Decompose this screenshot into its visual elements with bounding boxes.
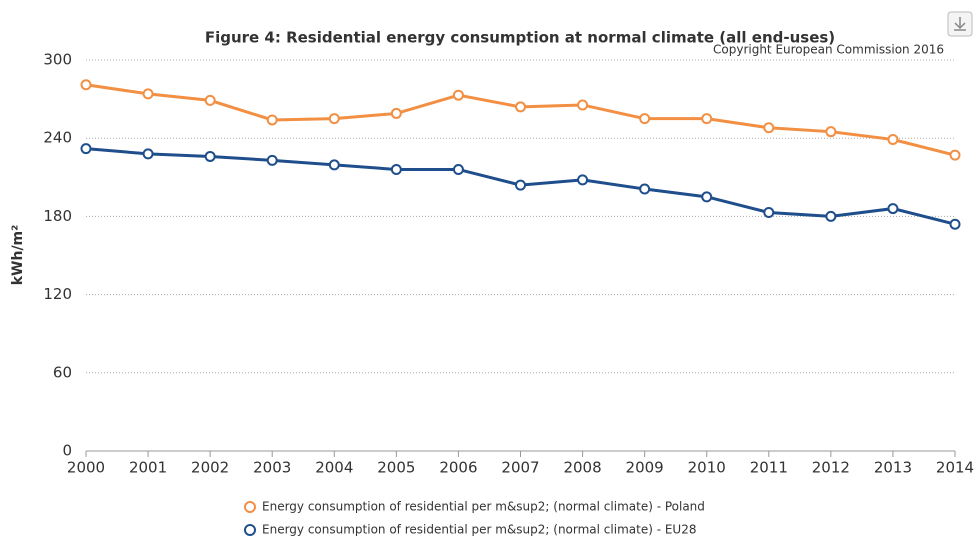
x-tick-label: 2014 (936, 459, 974, 477)
data-point (142, 88, 154, 100)
x-tick-label: 2012 (812, 459, 850, 477)
series-line (85, 83, 956, 157)
data-point (577, 174, 589, 186)
x-tick-label: 2009 (626, 459, 664, 477)
x-tick-label: 2010 (688, 459, 726, 477)
data-point (204, 150, 216, 162)
data-point (390, 107, 402, 119)
data-point (763, 122, 775, 134)
x-tick-label: 2000 (67, 459, 105, 477)
download-button[interactable] (947, 11, 973, 37)
data-point (452, 89, 464, 101)
data-point (949, 149, 961, 161)
y-tick-label: 300 (43, 51, 72, 69)
data-point (887, 203, 899, 215)
legend-marker (244, 524, 256, 536)
data-point (825, 210, 837, 222)
x-tick-label: 2007 (501, 459, 539, 477)
y-tick-label: 60 (53, 363, 72, 381)
y-tick-label: 240 (43, 129, 72, 147)
chart-title: Figure 4: Residential energy consumption… (205, 29, 835, 47)
data-point (701, 113, 713, 125)
x-tick-label: 2013 (874, 459, 912, 477)
legend-label: Energy consumption of residential per m&… (262, 500, 705, 514)
data-point (701, 191, 713, 203)
data-point (825, 126, 837, 138)
legend-label: Energy consumption of residential per m&… (262, 523, 696, 537)
data-point (577, 99, 589, 111)
x-tick-label: 2002 (191, 459, 229, 477)
chart-subtitle: Copyright European Commission 2016 (713, 43, 944, 57)
data-point (515, 179, 526, 191)
x-tick-label: 2001 (129, 459, 167, 477)
x-tick-label: 2003 (253, 459, 291, 477)
data-point (80, 143, 92, 155)
data-point (949, 218, 961, 230)
data-point (390, 163, 402, 175)
data-point (639, 183, 651, 195)
data-point (204, 94, 216, 106)
data-point (266, 114, 278, 126)
data-point (328, 159, 340, 171)
data-point (80, 79, 92, 91)
data-point (639, 113, 651, 125)
y-tick-label: 0 (62, 442, 72, 460)
legend-marker (244, 501, 256, 513)
data-point (763, 206, 775, 218)
x-tick-label: 2004 (315, 459, 353, 477)
x-tick-label: 2005 (377, 459, 415, 477)
y-axis-label: kWh/m² (10, 225, 26, 286)
x-tick-label: 2006 (439, 459, 477, 477)
data-point (328, 113, 340, 125)
data-point (266, 154, 278, 166)
x-tick-label: 2008 (563, 459, 601, 477)
y-tick-label: 120 (43, 285, 72, 303)
y-tick-label: 180 (43, 207, 72, 225)
data-point (452, 163, 464, 175)
x-tick-label: 2011 (750, 459, 788, 477)
data-point (515, 101, 526, 113)
data-point (142, 148, 154, 160)
data-point (887, 134, 899, 146)
